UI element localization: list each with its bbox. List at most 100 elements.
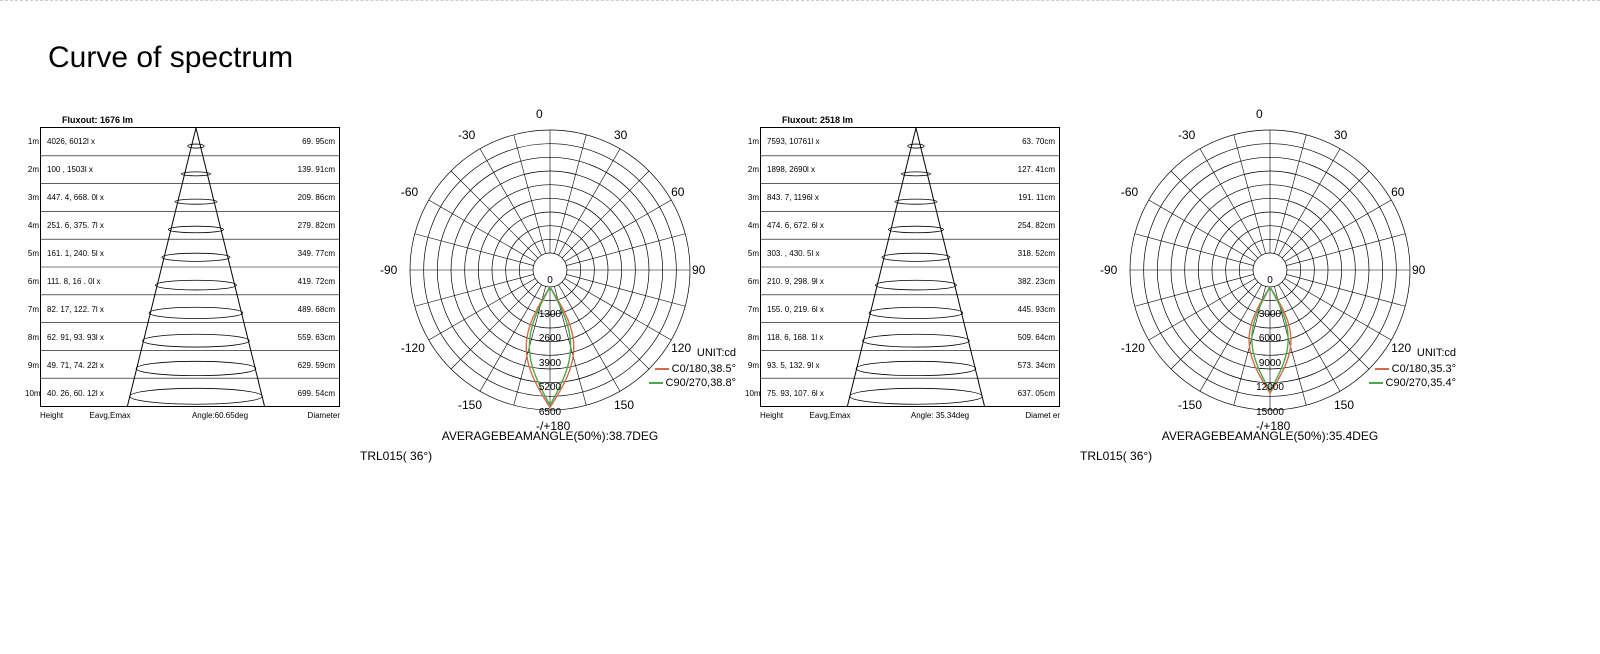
diameter-label: 382. 23cm bbox=[995, 278, 1055, 286]
col-angle: Angle: 35.34deg bbox=[880, 411, 1000, 420]
height-label: 10m bbox=[25, 390, 39, 398]
height-label: 8m bbox=[745, 334, 759, 342]
eavg-emax-label: 7593, 10761l x bbox=[767, 138, 847, 146]
diameter-label: 63. 70cm bbox=[995, 138, 1055, 146]
col-eavg: Eavg,Emax bbox=[60, 411, 160, 420]
eavg-emax-label: 210. 9, 298. 9l x bbox=[767, 278, 847, 286]
angle-tick: -60 bbox=[1121, 185, 1138, 199]
column-headers: HeightEavg,EmaxAngle:60.65degDiameter bbox=[40, 411, 340, 420]
eavg-emax-label: 303. , 430. 5l x bbox=[767, 250, 847, 258]
angle-tick: -90 bbox=[1100, 263, 1117, 277]
angle-tick: -30 bbox=[458, 128, 475, 142]
height-label: 6m bbox=[745, 278, 759, 286]
eavg-emax-label: 62. 91, 93. 93l x bbox=[47, 334, 127, 342]
angle-tick: 60 bbox=[671, 185, 684, 199]
angle-tick: 90 bbox=[1412, 263, 1425, 277]
angle-tick: -150 bbox=[458, 398, 482, 412]
col-diameter: Diameter bbox=[280, 411, 340, 420]
diameter-label: 349. 77cm bbox=[275, 250, 335, 258]
legend-text: C0/180,35.3° bbox=[1392, 363, 1456, 375]
height-label: 9m bbox=[25, 362, 39, 370]
col-height: Height bbox=[40, 411, 60, 420]
legend-c0: C0/180,38.5° bbox=[655, 363, 736, 375]
height-label: 6m bbox=[25, 278, 39, 286]
ring-tick: 12000 bbox=[1256, 382, 1284, 393]
angle-tick: 30 bbox=[614, 128, 627, 142]
cone-box: 1m4026, 6012l x69. 95cm2m100 , 1503l x13… bbox=[40, 127, 340, 407]
diameter-label: 699. 54cm bbox=[275, 390, 335, 398]
diameter-label: 573. 34cm bbox=[995, 362, 1055, 370]
angle-tick: 90 bbox=[692, 263, 705, 277]
height-label: 1m bbox=[25, 138, 39, 146]
col-eavg: Eavg,Emax bbox=[780, 411, 880, 420]
eavg-emax-label: 118. 6, 168. 1l x bbox=[767, 334, 847, 342]
height-label: 3m bbox=[745, 194, 759, 202]
angle-tick: -120 bbox=[1121, 341, 1145, 355]
page-title: Curve of spectrum bbox=[48, 41, 1560, 75]
diameter-label: 139. 91cm bbox=[275, 166, 335, 174]
eavg-emax-label: 474. 6, 672. 6l x bbox=[767, 222, 847, 230]
height-label: 5m bbox=[25, 250, 39, 258]
eavg-emax-label: 4026, 6012l x bbox=[47, 138, 127, 146]
diameter-label: 279. 82cm bbox=[275, 222, 335, 230]
angle-tick: 120 bbox=[671, 341, 691, 355]
height-label: 3m bbox=[25, 194, 39, 202]
eavg-emax-label: 447. 4, 668. 0l x bbox=[47, 194, 127, 202]
angle-tick: -90 bbox=[380, 263, 397, 277]
height-label: 9m bbox=[745, 362, 759, 370]
angle-tick: -120 bbox=[401, 341, 425, 355]
eavg-emax-label: 49. 71, 74. 22l x bbox=[47, 362, 127, 370]
col-height: Height bbox=[760, 411, 780, 420]
height-label: 7m bbox=[745, 306, 759, 314]
angle-tick: -/+180 bbox=[1256, 419, 1290, 433]
ring-tick: 15000 bbox=[1256, 407, 1284, 418]
legend-text: C0/180,38.5° bbox=[672, 363, 736, 375]
svg-text:0: 0 bbox=[547, 275, 553, 286]
ring-tick: 2600 bbox=[539, 333, 561, 344]
legend-text: C90/270,38.8° bbox=[666, 377, 736, 389]
ring-tick: 1300 bbox=[539, 309, 561, 320]
angle-tick: 60 bbox=[1391, 185, 1404, 199]
angle-tick: 0 bbox=[1256, 107, 1263, 121]
cone-diagram-2: Fluxout: 2518 lm1m7593, 10761l x63. 70cm… bbox=[760, 115, 1060, 420]
angle-tick: 30 bbox=[1334, 128, 1347, 142]
flux-label: Fluxout: 1676 lm bbox=[62, 115, 340, 125]
model-label: TRL015( 36°) bbox=[1080, 449, 1460, 463]
eavg-emax-label: 1898, 2690l x bbox=[767, 166, 847, 174]
svg-text:0: 0 bbox=[1267, 275, 1273, 286]
height-label: 10m bbox=[745, 390, 759, 398]
diameter-label: 629. 59cm bbox=[275, 362, 335, 370]
eavg-emax-label: 93. 5, 132. 9l x bbox=[767, 362, 847, 370]
diameter-label: 637. 05cm bbox=[995, 390, 1055, 398]
angle-tick: -150 bbox=[1178, 398, 1202, 412]
eavg-emax-label: 155. 0, 219. 6l x bbox=[767, 306, 847, 314]
legend-text: C90/270,35.4° bbox=[1386, 377, 1456, 389]
diameter-label: 191. 11cm bbox=[995, 194, 1055, 202]
diameter-label: 69. 95cm bbox=[275, 138, 335, 146]
angle-tick: 120 bbox=[1391, 341, 1411, 355]
eavg-emax-label: 82. 17, 122. 7l x bbox=[47, 306, 127, 314]
eavg-emax-label: 843. 7, 1196l x bbox=[767, 194, 847, 202]
height-label: 4m bbox=[745, 222, 759, 230]
ring-tick: 6500 bbox=[539, 407, 561, 418]
diameter-label: 489. 68cm bbox=[275, 306, 335, 314]
height-label: 1m bbox=[745, 138, 759, 146]
diameter-label: 509. 64cm bbox=[995, 334, 1055, 342]
angle-tick: -60 bbox=[401, 185, 418, 199]
panels-row: Fluxout: 1676 lm 1m 4026, 6012l x 69. 95cm 2… bbox=[40, 115, 1560, 463]
height-label: 2m bbox=[745, 166, 759, 174]
height-label: 2m bbox=[25, 166, 39, 174]
angle-tick: 150 bbox=[1334, 398, 1354, 412]
page: Curve of spectrum Fluxout: 1676 lm 1m 4026… bbox=[0, 0, 1600, 493]
diameter-label: 445. 93cm bbox=[995, 306, 1055, 314]
diameter-label: 419. 72cm bbox=[275, 278, 335, 286]
column-headers: HeightEavg,EmaxAngle: 35.34degDiamet er bbox=[760, 411, 1060, 420]
col-diameter: Diamet er bbox=[1000, 411, 1060, 420]
eavg-emax-label: 100 , 1503l x bbox=[47, 166, 127, 174]
ring-tick: 3900 bbox=[539, 358, 561, 369]
angle-tick: 150 bbox=[614, 398, 634, 412]
eavg-emax-label: 40. 26, 60. 12l x bbox=[47, 390, 127, 398]
unit-label: UNIT:cd bbox=[1417, 347, 1456, 359]
height-label: 5m bbox=[745, 250, 759, 258]
height-label: 4m bbox=[25, 222, 39, 230]
